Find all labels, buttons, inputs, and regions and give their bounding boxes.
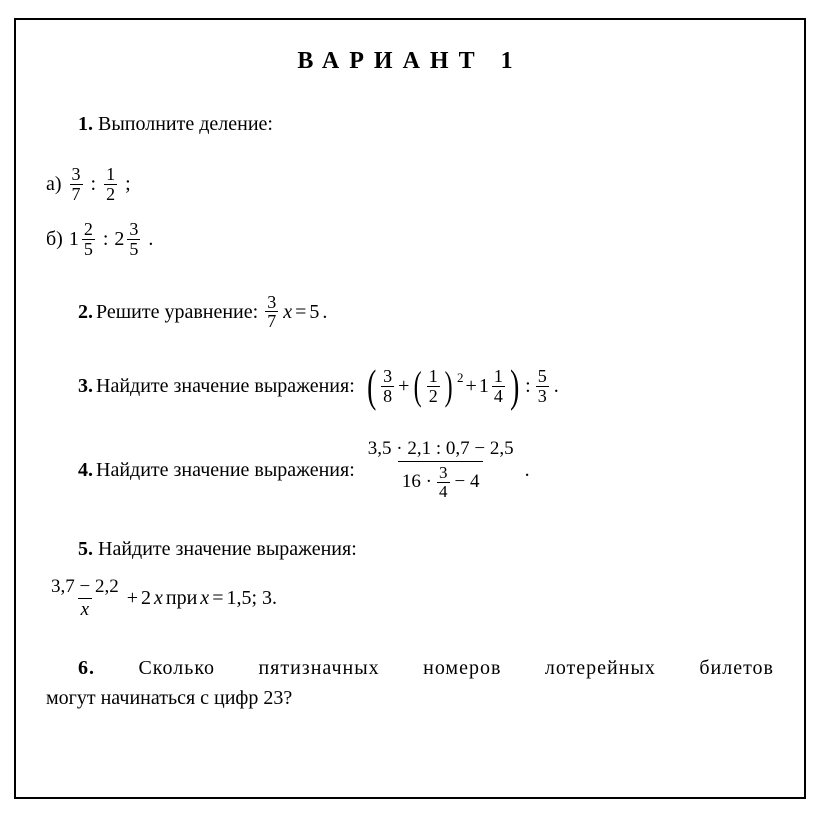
frac-1-2: 1 2: [104, 165, 117, 204]
task-1-text: Выполните деление:: [98, 113, 273, 135]
power-2: 2: [457, 368, 464, 388]
frac-1-2: 1 2: [427, 367, 440, 406]
frac-3-7: 3 7: [70, 165, 83, 204]
task-5-expr: 3,7 − 2,2 x + 2x при x = 1,5; 3.: [46, 576, 774, 621]
task-3-text: Найдите значение выражения:: [96, 371, 355, 401]
tail-period: .: [148, 228, 153, 251]
task-6: 6. Сколько пятизначных номеров лотерейны…: [46, 653, 774, 713]
eq-sign: =: [295, 297, 306, 327]
variant-title: ВАРИАНТ 1: [46, 48, 774, 75]
op-colon: :: [91, 173, 97, 196]
task-1: 1. Выполните деление:: [46, 109, 774, 139]
tail-period: .: [322, 297, 327, 327]
lparen-icon: (: [414, 368, 422, 404]
frac-t5: 3,7 − 2,2 x: [48, 576, 122, 621]
tail-semicolon: ;: [125, 173, 131, 196]
mixed-2-3-5: 2 3 5: [114, 220, 142, 259]
task-1a-label: а): [46, 173, 62, 196]
frac-3-4: 3 4: [437, 464, 450, 501]
task-6-line2: могут начинаться с цифр 23?: [46, 683, 774, 713]
big-frac-4: 3,5 · 2,1 : 0,7 − 2,5 16 · 3 4 − 4: [364, 437, 518, 503]
frac-5-3: 5 3: [536, 367, 549, 406]
task-6-num: 6.: [78, 657, 95, 679]
task-6-line1: Сколько пятизначных номеров лотерейных б…: [138, 657, 774, 679]
when-text: при: [166, 587, 197, 610]
task-1a: а) 3 7 : 1 2 ;: [46, 165, 774, 204]
expr-3: ( 3 8 + ( 1 2 ) 2 + 1: [364, 365, 522, 406]
rparen-icon: ): [510, 365, 519, 406]
tail-period: .: [525, 455, 530, 485]
var-x: x: [283, 297, 292, 327]
task-3: 3. Найдите значение выражения: ( 3 8 + (…: [46, 365, 774, 406]
vals: 1,5; 3.: [226, 587, 277, 610]
task-2: 2. Решите уравнение: 3 7 x = 5 .: [46, 293, 774, 332]
task-1-num: 1.: [78, 113, 93, 135]
frac-3-8: 3 8: [381, 367, 394, 406]
task-5-header: 5. Найдите значение выражения:: [46, 534, 774, 564]
task-5-text: Найдите значение выражения:: [98, 538, 357, 560]
op-colon: :: [103, 228, 109, 251]
task-4: 4. Найдите значение выражения: 3,5 · 2,1…: [46, 437, 774, 503]
mixed-1-2-5: 1 2 5: [69, 220, 97, 259]
task-3-num: 3.: [78, 371, 93, 401]
task-2-text: Решите уравнение:: [96, 297, 258, 327]
inner-paren: ( 1 2 ): [411, 367, 455, 406]
rparen-icon: ): [444, 368, 452, 404]
lparen-icon: (: [367, 365, 376, 406]
val-5: 5: [309, 297, 319, 327]
mixed-1-1-4: 1 1 4: [479, 367, 507, 406]
tail-period: .: [554, 371, 559, 401]
frac-3-7: 3 7: [265, 293, 278, 332]
task-1b: б) 1 2 5 : 2 3 5 .: [46, 220, 774, 259]
task-4-num: 4.: [78, 455, 93, 485]
task-2-num: 2.: [78, 297, 93, 327]
task-4-text: Найдите значение выражения:: [96, 455, 355, 485]
op-colon: :: [525, 371, 531, 401]
task-5-num: 5.: [78, 538, 93, 560]
page-frame: ВАРИАНТ 1 1. Выполните деление: а) 3 7 :…: [14, 18, 806, 799]
task-1b-label: б): [46, 228, 63, 251]
var-x: x: [200, 587, 209, 610]
